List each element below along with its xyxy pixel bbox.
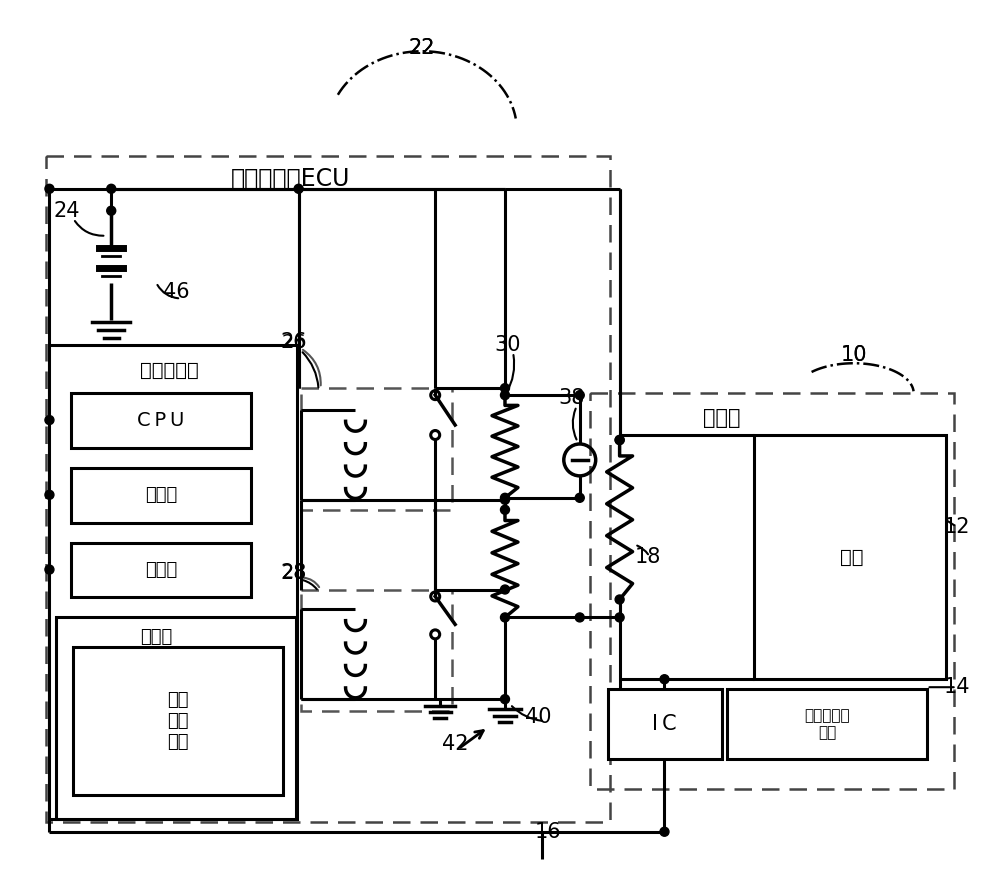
Text: 40: 40 — [525, 707, 551, 727]
Text: 26: 26 — [281, 333, 306, 352]
Bar — [608, 690, 722, 759]
Circle shape — [575, 613, 584, 622]
Text: 微型计算机: 微型计算机 — [140, 361, 198, 379]
Text: 通信部: 通信部 — [145, 560, 177, 579]
Bar — [301, 590, 452, 711]
Text: 42: 42 — [442, 734, 468, 754]
Circle shape — [500, 585, 509, 594]
Circle shape — [575, 391, 584, 399]
Bar — [46, 156, 610, 822]
Circle shape — [45, 184, 54, 193]
Text: 温度传感器
电路: 温度传感器 电路 — [804, 708, 850, 740]
Circle shape — [107, 206, 116, 215]
Text: 存储器: 存储器 — [145, 486, 177, 503]
Text: 存储部: 存储部 — [140, 628, 172, 647]
Bar — [754, 435, 946, 679]
Text: 14: 14 — [943, 677, 970, 697]
Circle shape — [500, 493, 509, 503]
Text: 22: 22 — [409, 38, 435, 59]
Text: 加热器驱动ECU: 加热器驱动ECU — [231, 167, 350, 191]
Circle shape — [294, 184, 303, 193]
Text: 24: 24 — [53, 201, 80, 221]
Bar — [71, 393, 251, 448]
Circle shape — [615, 613, 624, 622]
Circle shape — [615, 435, 624, 445]
Circle shape — [500, 695, 509, 704]
Text: 10: 10 — [841, 345, 867, 365]
Circle shape — [500, 613, 509, 622]
Text: 30: 30 — [495, 336, 521, 356]
Circle shape — [500, 391, 509, 399]
Text: 电池组: 电池组 — [703, 408, 740, 428]
Circle shape — [615, 595, 624, 604]
Text: 28: 28 — [281, 563, 306, 582]
Circle shape — [500, 384, 509, 392]
Text: I C: I C — [652, 714, 677, 734]
Circle shape — [45, 490, 54, 499]
Circle shape — [615, 435, 624, 445]
Text: 46: 46 — [163, 282, 189, 302]
Circle shape — [500, 505, 509, 514]
Text: 10: 10 — [841, 345, 867, 365]
Circle shape — [660, 675, 669, 683]
Text: 38: 38 — [559, 388, 585, 408]
Text: 26: 26 — [280, 332, 307, 352]
Text: 电池: 电池 — [840, 548, 864, 567]
Text: 异常
检测
程序: 异常 检测 程序 — [167, 691, 189, 751]
Bar — [71, 468, 251, 523]
Circle shape — [575, 493, 584, 503]
Text: 28: 28 — [280, 563, 307, 583]
Circle shape — [45, 565, 54, 574]
Text: 12: 12 — [943, 517, 970, 537]
Bar — [590, 393, 954, 789]
Circle shape — [660, 828, 669, 836]
Text: 16: 16 — [535, 822, 561, 842]
Circle shape — [45, 415, 54, 425]
Text: 22: 22 — [409, 38, 435, 59]
Bar — [301, 388, 452, 510]
Bar — [73, 648, 283, 794]
Circle shape — [107, 184, 116, 193]
Circle shape — [500, 496, 509, 504]
Bar — [727, 690, 927, 759]
Bar — [56, 617, 296, 819]
Bar — [49, 345, 297, 819]
Bar — [71, 543, 251, 598]
Text: 18: 18 — [634, 546, 661, 566]
Text: C P U: C P U — [137, 411, 185, 429]
